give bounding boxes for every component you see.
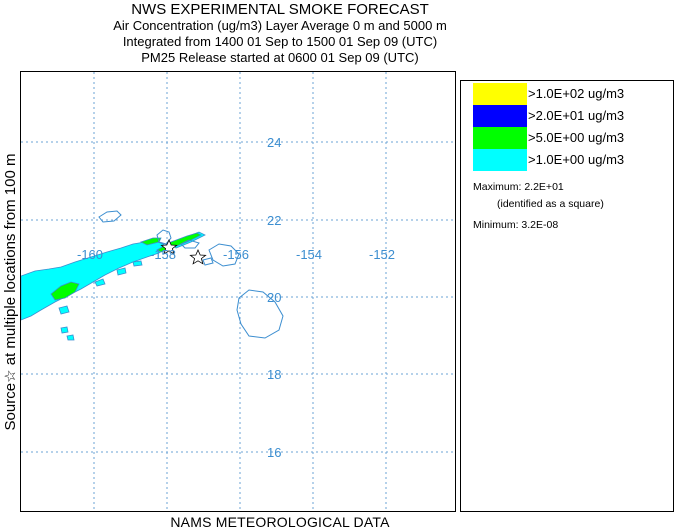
plume-cyan-patch bbox=[58, 305, 70, 315]
legend-label: >1.0E+00 ug/m3 bbox=[528, 152, 625, 167]
plume-cyan-patch bbox=[60, 326, 69, 334]
legend-label: >1.0E+02 ug/m3 bbox=[528, 86, 625, 101]
plume-green-core bbox=[50, 281, 80, 301]
legend-item: >1.0E+00 ug/m3 bbox=[473, 149, 673, 171]
legend-panel: >1.0E+02 ug/m3 >2.0E+01 ug/m3 >5.0E+00 u… bbox=[460, 80, 674, 512]
niihau-coast bbox=[98, 210, 122, 223]
lon-label: -160 bbox=[77, 247, 103, 262]
star-outline-icon bbox=[189, 249, 207, 265]
legend-swatch bbox=[473, 149, 527, 171]
source-markers bbox=[160, 239, 207, 265]
lon-labels: -160 -158 -156 -154 -152 bbox=[77, 247, 395, 262]
concentration-subtitle: Air Concentration (ug/m3) Layer Average … bbox=[113, 18, 447, 33]
lat-label: 18 bbox=[267, 367, 281, 382]
lon-label: -154 bbox=[296, 247, 322, 262]
lat-label: 16 bbox=[267, 445, 281, 460]
oahu-coast bbox=[156, 229, 172, 245]
lat-label: 22 bbox=[267, 213, 281, 228]
map-panel[interactable]: -160 -158 -156 -154 -152 24 22 20 18 16 bbox=[20, 71, 456, 512]
plume-cyan bbox=[21, 231, 206, 341]
plume-green-band bbox=[139, 237, 162, 246]
legend-swatch bbox=[473, 127, 527, 149]
plume-cyan-patch bbox=[132, 260, 143, 267]
maximum-value: Maximum: 2.2E+01 bbox=[473, 181, 564, 193]
legend-swatch bbox=[473, 83, 527, 105]
legend-label: >2.0E+01 ug/m3 bbox=[528, 108, 625, 123]
legend-label: >5.0E+00 ug/m3 bbox=[528, 130, 625, 145]
source-label-container: Source☆ at multiple locations from 100 m bbox=[0, 71, 20, 512]
star-outline-icon bbox=[160, 239, 178, 255]
release-info: PM25 Release started at 0600 01 Sep 09 (… bbox=[141, 50, 419, 65]
lon-label: -158 bbox=[150, 247, 176, 262]
lat-label: 20 bbox=[267, 290, 281, 305]
graticule bbox=[21, 72, 455, 511]
hawaii-coast bbox=[236, 289, 284, 339]
lat-label: 24 bbox=[267, 135, 281, 150]
legend-item: >2.0E+01 ug/m3 bbox=[473, 105, 673, 127]
maui-coast bbox=[208, 243, 240, 267]
legend-swatch bbox=[473, 105, 527, 127]
molokai-coast bbox=[180, 239, 200, 249]
legend-item: >5.0E+00 ug/m3 bbox=[473, 127, 673, 149]
coastlines bbox=[98, 210, 284, 339]
plume-cyan-patch bbox=[94, 278, 106, 287]
lon-label: -152 bbox=[369, 247, 395, 262]
source-label: Source☆ at multiple locations from 100 m bbox=[2, 153, 19, 430]
lat-labels: 24 22 20 18 16 bbox=[267, 135, 281, 460]
plume-cyan-patch bbox=[116, 267, 127, 276]
integration-period: Integrated from 1400 01 Sep to 1500 01 S… bbox=[122, 34, 438, 49]
minimum-value: Minimum: 3.2E-08 bbox=[473, 219, 559, 231]
lon-label: -156 bbox=[223, 247, 249, 262]
maximum-note: (identified as a square) bbox=[497, 198, 604, 210]
kahoolawe-coast bbox=[202, 257, 214, 266]
legend-item: >1.0E+02 ug/m3 bbox=[473, 83, 673, 105]
plume-cyan-patch bbox=[66, 334, 75, 341]
smoke-map[interactable]: -160 -158 -156 -154 -152 24 22 20 18 16 bbox=[21, 72, 456, 512]
map-header: NWS EXPERIMENTAL SMOKE FORECAST Air Conc… bbox=[20, 0, 540, 66]
data-source-footer: NAMS METEOROLOGICAL DATA bbox=[170, 514, 390, 530]
map-title: NWS EXPERIMENTAL SMOKE FORECAST bbox=[131, 1, 429, 18]
